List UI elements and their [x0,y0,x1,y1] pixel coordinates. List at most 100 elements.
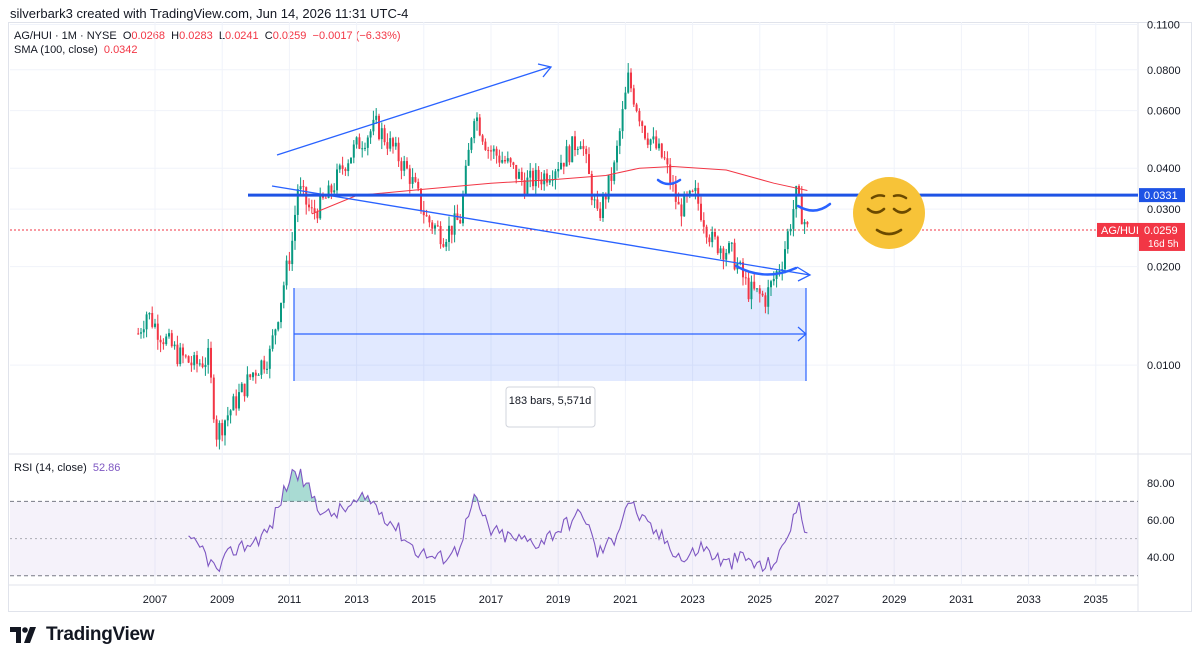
candle-body [434,225,436,229]
sma-legend[interactable]: SMA (100, close) 0.0342 [14,44,138,56]
candle-body [487,149,490,151]
close-label: C [264,30,273,42]
candle-body [218,423,221,440]
rsi-pane[interactable]: 80.00 60.00 40.00 [10,468,1175,577]
candle-body [683,193,686,217]
time-tick-label: 2031 [949,594,973,606]
candle-body [554,171,557,180]
candle-body [394,142,397,147]
candle-body [756,288,758,290]
relieved-face-emoji[interactable] [853,177,925,249]
emoji-face-icon [853,177,925,249]
rsi-label[interactable]: RSI (14, close) [14,462,87,474]
candle-body [470,138,473,150]
candle-body [268,348,271,369]
candle-body [702,220,705,227]
candle-body [249,374,252,378]
smile-curve-left[interactable] [656,178,682,186]
smile-curve-bottom[interactable] [734,264,798,276]
candle-body [462,194,464,224]
price-tick-label: 0.0200 [1147,262,1181,274]
tradingview-logo[interactable]: TradingView [10,624,155,646]
rsi-line[interactable] [188,468,808,573]
candle-body [509,158,512,163]
candle-body [700,203,702,221]
candle-body [523,180,526,195]
candle-body [162,342,165,345]
time-tick-label: 2013 [344,594,368,606]
candle-body [708,237,711,243]
candle-body [660,143,663,158]
rsi-tick-label: 40.00 [1147,552,1175,564]
candle-body [252,372,254,378]
lower-trendline[interactable] [271,185,811,276]
candle-body [436,225,439,227]
last-price-text: 0.0259 [1144,225,1178,237]
last-price-badge[interactable]: AG/HUI 0.0259 16d 5h [1097,222,1185,251]
emoji-left-brow [870,194,886,200]
candle-body [190,362,193,366]
candle-body [744,277,747,279]
range-info-text: 183 bars, 5,571d [509,395,592,407]
candle-body [576,149,579,151]
candle-body [610,175,613,181]
candle-body [364,147,366,149]
candle-body [403,161,406,171]
date-range-measure[interactable] [293,288,807,381]
sma-label[interactable]: SMA (100, close) [14,44,98,56]
candle-body [492,148,495,152]
candle-body [179,347,182,365]
candle-body [414,177,417,182]
candle-body [417,181,420,189]
candle-body [347,163,350,172]
candle-body [579,146,582,150]
candle-body [316,212,319,219]
price-tick-label: 0.0300 [1147,204,1181,216]
candle-body [551,179,554,181]
candle-body [361,148,364,150]
candle-body [490,150,492,152]
candle-body [229,410,232,416]
candle-body [201,363,204,368]
candle-body [730,242,733,244]
candle-body [196,355,198,364]
low-value: 0.0241 [225,30,259,42]
price-axis[interactable]: 0.1100 0.0800 0.0600 0.0400 0.0300 0.0200 0.01… [10,20,1181,373]
candle-body [529,170,532,178]
price-tick-label: 0.0600 [1147,106,1181,118]
sma-line[interactable] [311,165,808,215]
trend-drawings[interactable] [248,63,1138,282]
candle-body [302,186,305,188]
candle-body [750,281,753,300]
symbol-label[interactable]: AG/HUI · 1M · NYSE [14,30,117,42]
time-axis[interactable]: 2007 2009 2011 2013 2015 2017 2019 2021 2023 2025… [143,22,1108,606]
candle-body [582,146,585,149]
level-price-badge[interactable]: 0.0331 [1139,188,1185,203]
candle-body [453,213,456,235]
candle-body [168,333,170,337]
candle-body [467,149,470,166]
candle-body [478,117,481,136]
candle-body [784,249,786,270]
candle-body [560,162,562,170]
candle-body [532,170,534,187]
upper-trendline[interactable] [276,66,551,156]
candle-body [772,278,775,282]
smile-curve-right[interactable] [796,202,832,212]
candles-series[interactable] [137,63,809,450]
candle-body [638,110,641,122]
range-arrow-head [797,326,807,342]
time-tick-label: 2023 [680,594,704,606]
candle-body [344,168,347,172]
candle-body [795,186,798,210]
last-price-badge-bg [1139,222,1185,251]
rsi-legend[interactable]: RSI (14, close) 52.86 [14,462,120,474]
candle-body [324,197,327,199]
candle-body [789,228,792,232]
candle-body [655,136,658,149]
candle-body [383,128,386,143]
candle-body [313,208,316,213]
candle-body [274,329,277,336]
candle-body [310,207,313,209]
